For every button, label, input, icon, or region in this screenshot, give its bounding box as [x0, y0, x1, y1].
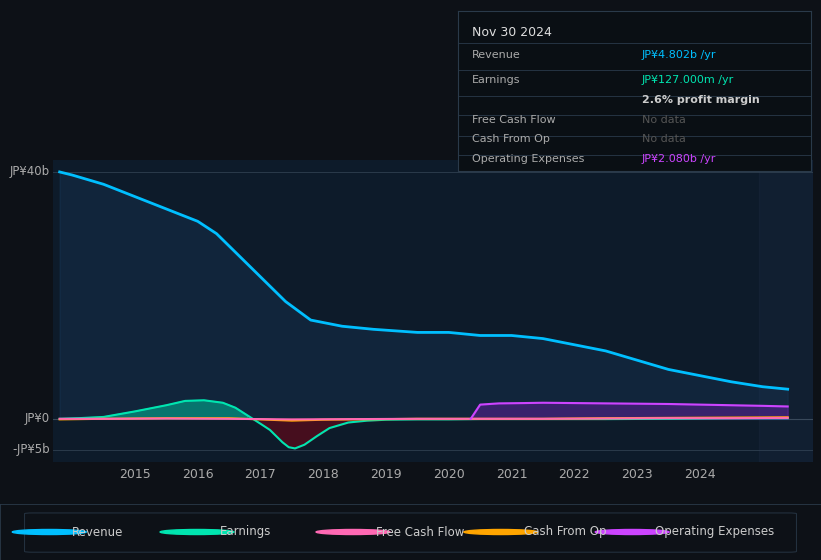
Circle shape — [464, 530, 538, 534]
Text: JP¥127.000m /yr: JP¥127.000m /yr — [642, 74, 734, 85]
Circle shape — [12, 530, 86, 534]
Circle shape — [316, 530, 390, 534]
Text: Revenue: Revenue — [72, 525, 124, 539]
Text: JP¥4.802b /yr: JP¥4.802b /yr — [642, 50, 716, 60]
Circle shape — [160, 530, 234, 534]
Text: Cash From Op: Cash From Op — [472, 134, 550, 144]
Text: Earnings: Earnings — [220, 525, 272, 539]
Text: Operating Expenses: Operating Expenses — [472, 155, 585, 165]
Text: -JP¥5b: -JP¥5b — [12, 443, 49, 456]
Text: Earnings: Earnings — [472, 74, 521, 85]
Text: JP¥2.080b /yr: JP¥2.080b /yr — [642, 155, 716, 165]
FancyBboxPatch shape — [25, 513, 796, 552]
Text: 2.6% profit margin: 2.6% profit margin — [642, 95, 759, 105]
Text: Nov 30 2024: Nov 30 2024 — [472, 26, 552, 39]
Bar — [759, 160, 813, 462]
Text: Free Cash Flow: Free Cash Flow — [472, 114, 556, 124]
Text: No data: No data — [642, 134, 686, 144]
Circle shape — [595, 530, 669, 534]
Text: No data: No data — [642, 114, 686, 124]
Text: JP¥40b: JP¥40b — [10, 165, 49, 179]
Text: JP¥0: JP¥0 — [25, 412, 49, 425]
Text: Cash From Op: Cash From Op — [524, 525, 606, 539]
Text: Revenue: Revenue — [472, 50, 521, 60]
Text: Operating Expenses: Operating Expenses — [655, 525, 774, 539]
Text: Free Cash Flow: Free Cash Flow — [376, 525, 465, 539]
